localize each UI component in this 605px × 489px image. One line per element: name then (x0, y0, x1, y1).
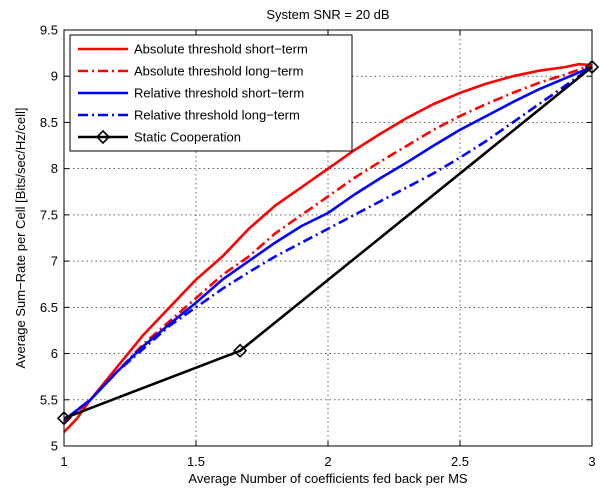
y-tick-label: 9 (51, 69, 58, 84)
y-axis-title: Average Sum−Rate per Cell [Bits/sec/Hz/c… (13, 108, 28, 369)
grid-lines (64, 30, 592, 446)
series-3 (63, 65, 593, 422)
x-tick-label: 3 (588, 454, 595, 469)
y-tick-label: 5.5 (40, 392, 58, 407)
legend-label: Absolute threshold long−term (134, 64, 303, 79)
legend-item: Relative threshold short−term (78, 86, 304, 101)
series-line (63, 63, 593, 424)
x-tick-label: 1.5 (187, 454, 205, 469)
series-layer (56, 59, 600, 433)
legend-item: Absolute threshold short−term (78, 42, 308, 57)
x-axis-title: Average Number of coefficients fed back … (188, 471, 467, 486)
legend-marker (95, 129, 111, 145)
y-tick-label: 8 (51, 161, 58, 176)
legend: Absolute threshold short−term Absolute th… (69, 34, 353, 152)
y-tick-label: 5 (51, 439, 58, 454)
y-tick-label: 7.5 (40, 207, 58, 222)
legend-label: Relative threshold long−term (134, 108, 300, 123)
x-tick-label: 1 (60, 454, 67, 469)
x-tick-label: 2 (324, 454, 331, 469)
series-1 (63, 62, 593, 433)
series-2 (63, 63, 593, 424)
series-line (63, 65, 593, 422)
y-tick-label: 9.5 (40, 23, 58, 38)
y-tick-label: 6 (51, 346, 58, 361)
y-tick-label: 6.5 (40, 300, 58, 315)
legend-item: Static Cooperation (78, 130, 241, 145)
legend-item: Absolute threshold long−term (78, 64, 303, 79)
x-tick-label: 2.5 (451, 454, 469, 469)
y-tick-label: 7 (51, 254, 58, 269)
legend-label: Absolute threshold short−term (134, 42, 308, 57)
series-line (63, 65, 593, 420)
series-4 (63, 65, 593, 422)
series-point-marker (232, 343, 248, 358)
legend-label: Relative threshold short−term (134, 86, 304, 101)
legend-item: Relative threshold long−term (78, 108, 300, 123)
series-line (63, 62, 593, 433)
y-tick-label: 8.5 (40, 115, 58, 130)
chart-title: System SNR = 20 dB (266, 7, 389, 22)
legend-label: Static Cooperation (134, 130, 241, 145)
axis-ticks: 1 1.5 2 2.5 3 5 5.5 6 6.5 7 7.5 8 8.5 9 9.5 (40, 23, 596, 470)
series-line (63, 65, 593, 422)
